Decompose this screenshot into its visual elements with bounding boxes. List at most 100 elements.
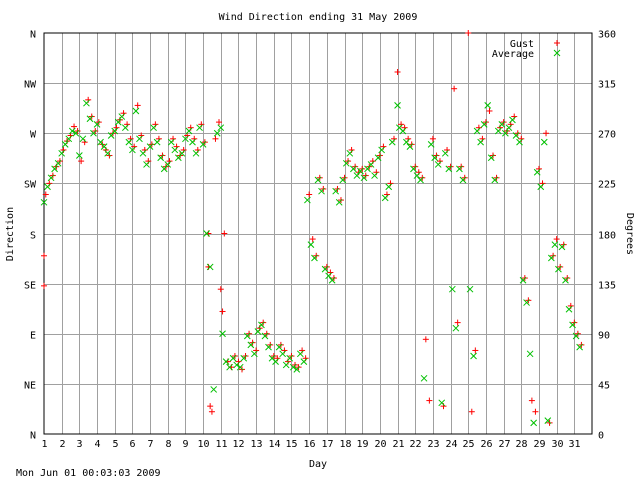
average-point [394, 102, 401, 109]
average-point [229, 354, 237, 362]
legend-gust-symbol [554, 40, 560, 46]
gust-point [219, 308, 226, 315]
average-point [357, 167, 364, 175]
average-point [86, 115, 94, 123]
gust-point [532, 408, 539, 415]
x-tick-label: 15 [285, 439, 297, 450]
x-tick-label: 31 [568, 439, 580, 450]
average-point [279, 350, 286, 358]
y-tick-label-left: E [30, 331, 36, 342]
y-tick-labels-left: N NE E SE S SW W NW N [24, 30, 37, 442]
gust-point [528, 397, 535, 404]
average-point [576, 343, 583, 351]
average-point [54, 159, 62, 167]
legend-average-symbol [553, 49, 561, 57]
average-point [192, 149, 200, 157]
y-tick-label-right: 45 [598, 381, 610, 392]
average-point [72, 129, 80, 137]
x-tick-label: 21 [392, 439, 404, 450]
average-point [381, 194, 389, 202]
gust-point [468, 408, 475, 415]
gust-point [543, 130, 550, 137]
average-point [512, 132, 520, 139]
average-point [143, 161, 150, 168]
gust-point [78, 158, 85, 165]
average-point [388, 138, 396, 146]
average-point [196, 124, 203, 132]
average-point [346, 149, 354, 157]
average-point [136, 135, 143, 143]
average-point [111, 127, 119, 135]
average-point [360, 174, 368, 182]
y-axis-label-left: Direction [5, 207, 16, 261]
average-point [68, 127, 76, 135]
average-point [61, 141, 69, 148]
y-tick-label-left: SE [24, 281, 36, 292]
grid-lines [44, 33, 592, 434]
x-axis-label: Day [309, 459, 327, 470]
average-point [206, 263, 214, 271]
average-point [93, 120, 101, 128]
plot-frame [43, 32, 593, 435]
average-point [445, 165, 453, 173]
x-tick-label: 26 [480, 439, 492, 450]
average-point [364, 165, 371, 173]
average-point [203, 230, 210, 237]
average-point [565, 305, 573, 313]
average-point [470, 352, 477, 360]
average-point [261, 332, 269, 340]
average-point [420, 374, 428, 382]
average-point [342, 159, 350, 167]
x-tick-label: 3 [76, 439, 82, 450]
chart-title: Wind Direction ending 31 May 2009 [219, 12, 418, 23]
gust-point [422, 336, 429, 343]
average-point [289, 363, 297, 371]
average-point [114, 118, 122, 126]
x-tick-label: 8 [165, 439, 171, 450]
legend-marker-gust [554, 40, 560, 46]
average-point [157, 154, 165, 162]
average-point [222, 358, 230, 365]
average-point [265, 343, 272, 351]
average-point [150, 124, 157, 132]
x-tick-label: 19 [356, 439, 368, 450]
average-point [311, 254, 318, 262]
x-tick-label: 20 [374, 439, 386, 450]
average-point [174, 154, 182, 162]
gust-point [41, 252, 47, 259]
average-point [321, 265, 329, 273]
average-point [236, 363, 244, 371]
average-point [410, 165, 417, 173]
average-point [243, 332, 251, 340]
y-tick-label-left: NW [24, 80, 37, 91]
average-point [452, 324, 460, 332]
average-point [516, 138, 523, 146]
average-point [185, 127, 193, 135]
average-point [40, 198, 48, 206]
gust-point [41, 282, 47, 289]
average-point [293, 366, 301, 373]
average-point [339, 176, 347, 184]
average-point [132, 107, 140, 115]
average-point [519, 276, 527, 284]
average-point [441, 149, 449, 157]
y-tick-label-left: W [30, 130, 37, 141]
average-point [307, 241, 315, 248]
gust-point [486, 107, 493, 114]
average-point [44, 183, 51, 191]
x-tick-labels: 1 2 3 4 5 6 7 8 9 10 11 12 13 14 15 16 17 18 19 20 21 22 23 24 2… [41, 439, 580, 450]
average-point [51, 165, 58, 173]
average-point [477, 138, 484, 146]
average-point [210, 386, 218, 393]
average-point [328, 276, 336, 284]
average-point [160, 165, 168, 173]
average-point [502, 129, 509, 137]
average-point [189, 138, 196, 146]
average-point [164, 161, 172, 168]
x-tick-label: 7 [147, 439, 153, 450]
legend-label-gust: Gust [510, 39, 534, 50]
y-tick-labels-right: 0 45 90 135 180 225 270 315 360 [598, 30, 616, 442]
x-tick-label: 16 [303, 439, 315, 450]
gust-point [208, 408, 215, 415]
